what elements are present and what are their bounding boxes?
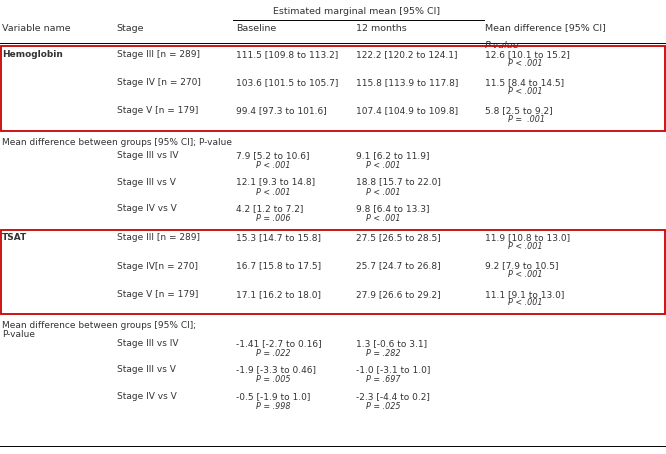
Text: 1.3 [-0.6 to 3.1]: 1.3 [-0.6 to 3.1]: [356, 339, 428, 348]
Text: P < .001: P < .001: [508, 59, 543, 68]
Text: P < .001: P < .001: [256, 161, 291, 170]
Text: Stage IV[n = 270]: Stage IV[n = 270]: [117, 262, 198, 271]
Text: Mean difference between groups [95% CI]; P-value: Mean difference between groups [95% CI];…: [2, 138, 232, 147]
Text: Stage IV [n = 270]: Stage IV [n = 270]: [117, 78, 200, 87]
Text: Stage III vs V: Stage III vs V: [117, 365, 175, 375]
Text: -1.0 [-3.1 to 1.0]: -1.0 [-3.1 to 1.0]: [356, 365, 431, 375]
Text: Baseline: Baseline: [236, 24, 276, 33]
Text: P < .001: P < .001: [508, 270, 543, 279]
Text: P = .022: P = .022: [256, 349, 291, 358]
Text: Stage IV vs V: Stage IV vs V: [117, 392, 176, 401]
Text: 107.4 [104.9 to 109.8]: 107.4 [104.9 to 109.8]: [356, 106, 458, 115]
Text: P = .998: P = .998: [256, 402, 291, 411]
Text: Stage III vs V: Stage III vs V: [117, 178, 175, 187]
Text: 11.5 [8.4 to 14.5]: 11.5 [8.4 to 14.5]: [485, 78, 564, 87]
Text: P < .001: P < .001: [366, 214, 401, 223]
Text: P < .001: P < .001: [366, 188, 401, 197]
Text: 27.9 [26.6 to 29.2]: 27.9 [26.6 to 29.2]: [356, 290, 441, 299]
Text: P < .001: P < .001: [508, 242, 543, 251]
Text: 115.8 [113.9 to 117.8]: 115.8 [113.9 to 117.8]: [356, 78, 459, 87]
Text: 5.8 [2.5 to 9.2]: 5.8 [2.5 to 9.2]: [485, 106, 553, 115]
Text: P = .025: P = .025: [366, 402, 401, 411]
Text: P-value: P-value: [485, 41, 519, 50]
Text: 11.1 [9.1 to 13.0]: 11.1 [9.1 to 13.0]: [485, 290, 564, 299]
Text: 17.1 [16.2 to 18.0]: 17.1 [16.2 to 18.0]: [236, 290, 322, 299]
Text: -2.3 [-4.4 to 0.2]: -2.3 [-4.4 to 0.2]: [356, 392, 430, 401]
Text: P < .001: P < .001: [508, 87, 543, 96]
Text: 9.2 [7.9 to 10.5]: 9.2 [7.9 to 10.5]: [485, 262, 558, 271]
Text: 103.6 [101.5 to 105.7]: 103.6 [101.5 to 105.7]: [236, 78, 339, 87]
Text: Stage IV vs V: Stage IV vs V: [117, 204, 176, 213]
Text: Variable name: Variable name: [2, 24, 71, 33]
Text: Stage III vs IV: Stage III vs IV: [117, 151, 178, 160]
Text: Mean difference between groups [95% CI];: Mean difference between groups [95% CI];: [2, 321, 196, 331]
Text: Stage: Stage: [117, 24, 144, 33]
Text: -1.9 [-3.3 to 0.46]: -1.9 [-3.3 to 0.46]: [236, 365, 316, 375]
Text: 27.5 [26.5 to 28.5]: 27.5 [26.5 to 28.5]: [356, 233, 441, 242]
Text: P = .697: P = .697: [366, 375, 401, 385]
Text: TSAT: TSAT: [2, 233, 27, 242]
Text: P = .282: P = .282: [366, 349, 401, 358]
Text: 111.5 [109.8 to 113.2]: 111.5 [109.8 to 113.2]: [236, 50, 339, 59]
Text: Hemoglobin: Hemoglobin: [2, 50, 63, 59]
Text: 12.6 [10.1 to 15.2]: 12.6 [10.1 to 15.2]: [485, 50, 569, 59]
Text: 122.2 [120.2 to 124.1]: 122.2 [120.2 to 124.1]: [356, 50, 458, 59]
Text: 25.7 [24.7 to 26.8]: 25.7 [24.7 to 26.8]: [356, 262, 441, 271]
Text: 15.3 [14.7 to 15.8]: 15.3 [14.7 to 15.8]: [236, 233, 322, 242]
Text: 9.1 [6.2 to 11.9]: 9.1 [6.2 to 11.9]: [356, 151, 430, 160]
Text: P =  .001: P = .001: [508, 115, 545, 124]
Text: Estimated marginal mean [95% CI]: Estimated marginal mean [95% CI]: [273, 7, 440, 16]
Text: 11.9 [10.8 to 13.0]: 11.9 [10.8 to 13.0]: [485, 233, 570, 242]
Text: 18.8 [15.7 to 22.0]: 18.8 [15.7 to 22.0]: [356, 178, 441, 187]
Text: Stage III [n = 289]: Stage III [n = 289]: [117, 233, 200, 242]
Text: P = .005: P = .005: [256, 375, 291, 385]
Text: -0.5 [-1.9 to 1.0]: -0.5 [-1.9 to 1.0]: [236, 392, 311, 401]
Text: 4.2 [1.2 to 7.2]: 4.2 [1.2 to 7.2]: [236, 204, 304, 213]
Text: P = .006: P = .006: [256, 214, 291, 223]
Text: P < .001: P < .001: [366, 161, 401, 170]
Text: 99.4 [97.3 to 101.6]: 99.4 [97.3 to 101.6]: [236, 106, 327, 115]
Text: 16.7 [15.8 to 17.5]: 16.7 [15.8 to 17.5]: [236, 262, 322, 271]
Text: P < .001: P < .001: [508, 298, 543, 307]
Text: 7.9 [5.2 to 10.6]: 7.9 [5.2 to 10.6]: [236, 151, 310, 160]
Text: 12 months: 12 months: [356, 24, 407, 33]
Text: 9.8 [6.4 to 13.3]: 9.8 [6.4 to 13.3]: [356, 204, 430, 213]
Text: 12.1 [9.3 to 14.8]: 12.1 [9.3 to 14.8]: [236, 178, 316, 187]
Text: Stage III [n = 289]: Stage III [n = 289]: [117, 50, 200, 59]
Text: -1.41 [-2.7 to 0.16]: -1.41 [-2.7 to 0.16]: [236, 339, 322, 348]
Text: Stage V [n = 179]: Stage V [n = 179]: [117, 290, 198, 299]
Text: P-value: P-value: [2, 330, 35, 339]
Text: Mean difference [95% CI]: Mean difference [95% CI]: [485, 24, 605, 33]
Text: P < .001: P < .001: [256, 188, 291, 197]
Text: Stage III vs IV: Stage III vs IV: [117, 339, 178, 348]
Text: Stage V [n = 179]: Stage V [n = 179]: [117, 106, 198, 115]
